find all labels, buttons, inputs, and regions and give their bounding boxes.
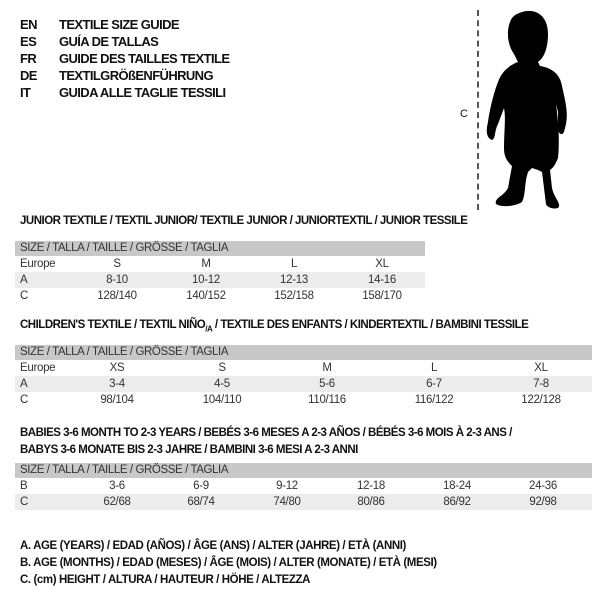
table-cell: 12-13 — [280, 274, 308, 286]
language-titles: EN TEXTILE SIZE GUIDE ES GUÍA DE TALLAS FR… — [0, 16, 400, 106]
lang-title: GUÍA DE TALLAS — [59, 34, 159, 49]
junior-size-table: SIZE / TALLA / TAILLE / GRÖSSE / TAGLIA … — [15, 241, 425, 304]
table-cell: 74/80 — [273, 496, 301, 508]
table-cell: 18-24 — [443, 480, 471, 492]
table-header: SIZE / TALLA / TAILLE / GRÖSSE / TAGLIA — [15, 345, 592, 360]
row-label: A — [20, 378, 28, 390]
table-cell: 68/74 — [187, 496, 215, 508]
table-header: SIZE / TALLA / TAILLE / GRÖSSE / TAGLIA — [15, 463, 592, 478]
table-cell: 10-12 — [192, 274, 220, 286]
table-cell: M — [201, 258, 211, 270]
table-cell: 4-5 — [214, 378, 230, 390]
table-cell: 9-12 — [276, 480, 298, 492]
table-cell: 128/140 — [97, 290, 137, 302]
table-cell: XL — [534, 362, 548, 374]
row-label: A — [20, 274, 28, 286]
lang-code: ES — [20, 34, 37, 49]
title-part: CHILDREN'S TEXTILE / TEXTIL NIÑO — [20, 319, 206, 331]
babies-section-title-line2: BABYS 3-6 MONATE BIS 2-3 JAHRE / BAMBINI… — [20, 444, 358, 456]
table-header: SIZE / TALLA / TAILLE / GRÖSSE / TAGLIA — [15, 241, 425, 256]
children-size-table: SIZE / TALLA / TAILLE / GRÖSSE / TAGLIA … — [15, 345, 592, 408]
lang-title: TEXTILGRÖßENFÜHRUNG — [59, 68, 214, 83]
row-label: Europe — [20, 362, 56, 374]
table-cell: 158/170 — [362, 290, 402, 302]
lang-title: GUIDA ALLE TAGLIE TESSILI — [59, 85, 226, 100]
row-label: Europe — [20, 258, 56, 270]
table-row: Europe XS S M L XL — [15, 360, 592, 376]
table-row: B 3-6 6-9 9-12 12-18 18-24 24-36 — [15, 478, 592, 494]
title-part: / TEXTILE DES ENFANTS / KINDERTEXTIL / B… — [212, 319, 529, 331]
table-cell: 6-7 — [426, 378, 442, 390]
table-cell: 7-8 — [533, 378, 549, 390]
child-silhouette-icon — [486, 10, 567, 209]
table-row: A 8-10 10-12 12-13 14-16 — [15, 272, 425, 288]
table-row: C 98/104 104/110 110/116 116/122 122/128 — [15, 392, 592, 408]
height-dashed-line — [477, 10, 479, 210]
table-cell: S — [218, 362, 226, 374]
table-row: C 128/140 140/152 152/158 158/170 — [15, 288, 425, 304]
table-cell: 116/122 — [414, 394, 454, 406]
table-row: A 3-4 4-5 5-6 6-7 7-8 — [15, 376, 592, 392]
table-cell: 62/68 — [103, 496, 131, 508]
babies-size-table: SIZE / TALLA / TAILLE / GRÖSSE / TAGLIA … — [15, 463, 592, 510]
table-cell: 80/86 — [357, 496, 385, 508]
table-cell: 152/158 — [274, 290, 314, 302]
lang-code: DE — [20, 68, 37, 83]
lang-title: TEXTILE SIZE GUIDE — [59, 17, 180, 32]
table-cell: 86/92 — [443, 496, 471, 508]
lang-code: EN — [20, 17, 37, 32]
children-section-title: CHILDREN'S TEXTILE / TEXTIL NIÑO/A / TEX… — [20, 319, 529, 334]
legend-item-b: B. AGE (MONTHS) / EDAD (MESES) / ÂGE (MO… — [20, 557, 437, 569]
legend: A. AGE (YEARS) / EDAD (AÑOS) / ÂGE (ANS)… — [20, 538, 437, 589]
table-cell: 14-16 — [368, 274, 396, 286]
legend-item-a: A. AGE (YEARS) / EDAD (AÑOS) / ÂGE (ANS)… — [20, 540, 406, 552]
table-cell: 140/152 — [186, 290, 226, 302]
table-cell: 5-6 — [319, 378, 335, 390]
title-subscript: /A — [205, 324, 213, 334]
table-cell: 3-6 — [109, 480, 125, 492]
height-label: C — [460, 108, 468, 120]
table-cell: 98/104 — [100, 394, 134, 406]
row-label: C — [20, 290, 29, 302]
table-row: C 62/68 68/74 74/80 80/86 86/92 92/98 — [15, 494, 592, 510]
table-cell: 92/98 — [529, 496, 557, 508]
table-cell: S — [113, 258, 121, 270]
lang-title: GUIDE DES TAILLES TEXTILE — [59, 51, 230, 66]
table-cell: M — [322, 362, 332, 374]
table-cell: XS — [109, 362, 125, 374]
table-row: Europe S M L XL — [15, 256, 425, 272]
table-cell: XL — [375, 258, 389, 270]
table-cell: 8-10 — [106, 274, 128, 286]
row-label: C — [20, 496, 29, 508]
junior-section-title: JUNIOR TEXTILE / TEXTIL JUNIOR/ TEXTILE … — [20, 215, 468, 227]
lang-code: IT — [20, 85, 31, 100]
table-cell: L — [430, 362, 438, 374]
babies-section-title-line1: BABIES 3-6 MONTH TO 2-3 YEARS / BEBÉS 3-… — [20, 427, 512, 439]
row-label: B — [20, 480, 28, 492]
table-cell: 24-36 — [529, 480, 557, 492]
legend-item-c: C. (cm) HEIGHT / ALTURA / HAUTEUR / HÖHE… — [20, 574, 311, 586]
row-label: C — [20, 394, 29, 406]
table-cell: 3-4 — [109, 378, 125, 390]
table-cell: 104/110 — [202, 394, 242, 406]
table-cell: 12-18 — [357, 480, 385, 492]
table-cell: 6-9 — [193, 480, 209, 492]
table-cell: L — [290, 258, 298, 270]
table-cell: 110/116 — [308, 394, 346, 406]
lang-code: FR — [20, 51, 37, 66]
table-cell: 122/128 — [521, 394, 561, 406]
